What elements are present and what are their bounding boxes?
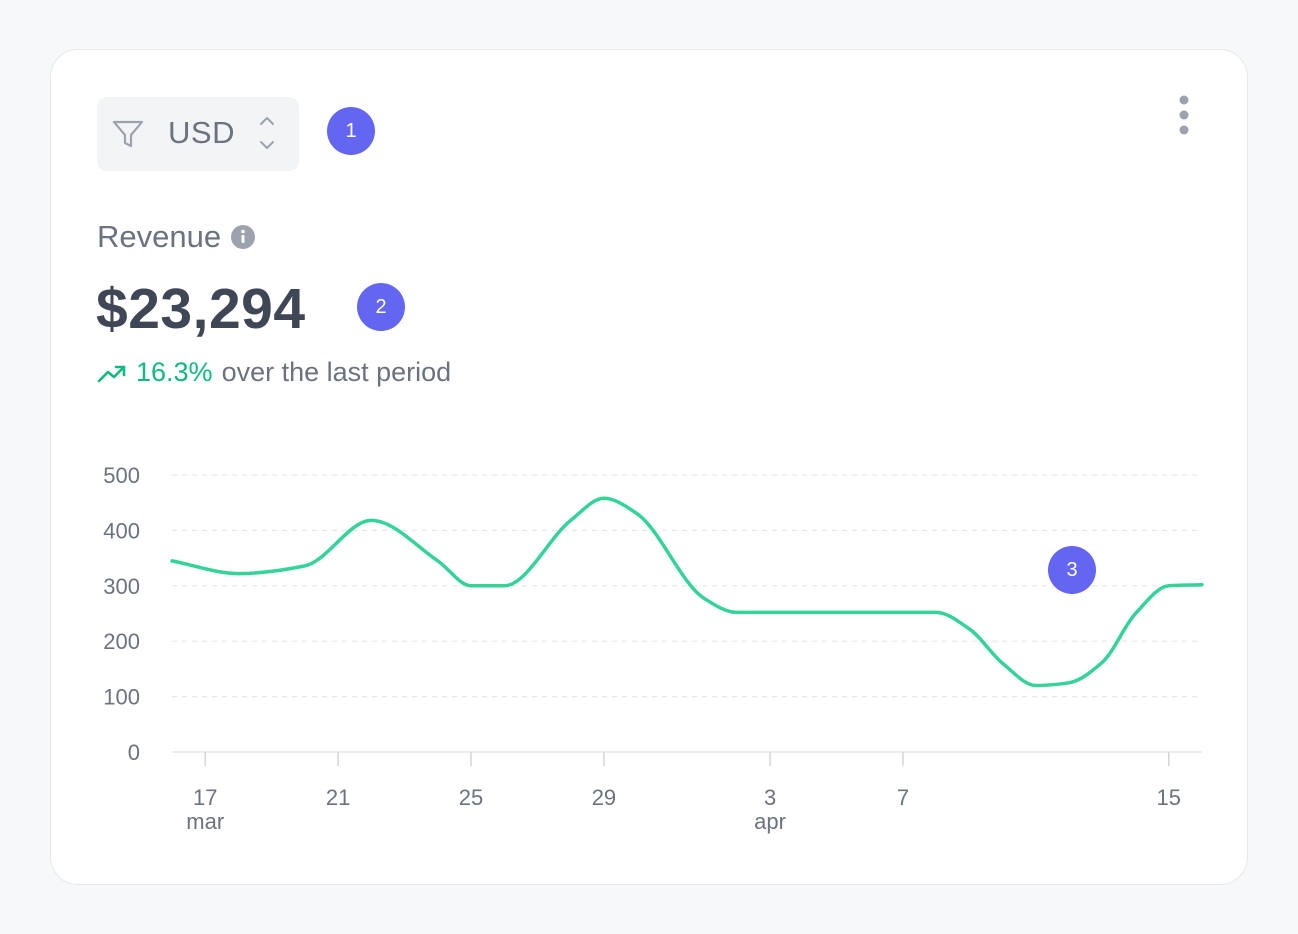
- metric-label: Revenue: [97, 219, 256, 255]
- metric-label-text: Revenue: [97, 219, 222, 254]
- filter-icon: [112, 120, 144, 148]
- info-icon[interactable]: [231, 225, 256, 249]
- trending-up-icon: [97, 365, 126, 382]
- currency-value: USD: [168, 115, 235, 150]
- metric-value: $23,294: [96, 277, 306, 341]
- trend-row: 16.3% over the last period: [97, 357, 451, 388]
- step-badge-1: 1: [327, 107, 375, 155]
- step-badge-3: 3: [1048, 546, 1096, 594]
- revenue-card: USD 1 Revenue $23,294 2 16.3% over the l…: [50, 49, 1248, 885]
- currency-select[interactable]: USD: [97, 97, 299, 171]
- step-badge-2: 2: [357, 283, 405, 331]
- trend-percent: 16.3%: [136, 357, 213, 387]
- chevron-up-down-icon: [260, 117, 274, 149]
- more-vertical-icon[interactable]: [1167, 94, 1201, 138]
- trend-text: over the last period: [221, 357, 452, 387]
